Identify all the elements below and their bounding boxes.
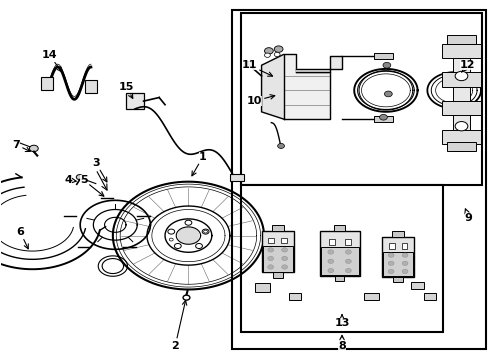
Bar [240, 185, 443, 332]
Circle shape [183, 295, 189, 300]
Text: 1: 1 [191, 152, 206, 176]
Bar [392, 277, 402, 282]
Circle shape [274, 46, 283, 52]
Circle shape [281, 248, 287, 252]
Circle shape [178, 228, 199, 243]
Bar [363, 293, 378, 301]
Bar [441, 101, 480, 116]
Circle shape [387, 253, 393, 257]
Circle shape [264, 53, 270, 57]
Bar [410, 282, 424, 289]
Bar [391, 231, 403, 237]
Circle shape [345, 269, 350, 273]
Bar [319, 231, 359, 276]
Bar [281, 238, 286, 243]
Bar [344, 239, 350, 244]
Circle shape [454, 71, 467, 81]
Text: 13: 13 [334, 315, 349, 328]
Circle shape [387, 261, 393, 265]
Text: 14: 14 [41, 50, 61, 72]
Circle shape [281, 256, 287, 261]
Circle shape [327, 259, 333, 264]
Text: 7: 7 [12, 140, 30, 152]
Polygon shape [261, 54, 283, 119]
Circle shape [274, 52, 280, 57]
Circle shape [401, 269, 407, 274]
Bar [334, 276, 344, 281]
Bar [288, 293, 301, 300]
Circle shape [267, 256, 273, 261]
Circle shape [169, 238, 173, 241]
Text: 3: 3 [92, 158, 107, 182]
Circle shape [184, 220, 191, 225]
Circle shape [277, 143, 284, 148]
Circle shape [281, 265, 287, 269]
Bar [229, 174, 243, 181]
Text: 4: 4 [64, 175, 76, 185]
Circle shape [384, 91, 391, 97]
Circle shape [202, 229, 208, 234]
Bar [272, 273, 282, 278]
Bar [441, 44, 480, 58]
Bar [401, 243, 407, 249]
Bar [373, 116, 392, 122]
Bar [126, 93, 143, 109]
Bar [320, 247, 358, 275]
Polygon shape [295, 56, 341, 72]
Text: 9: 9 [464, 209, 472, 222]
Bar [271, 225, 283, 231]
Circle shape [267, 265, 273, 269]
Circle shape [401, 261, 407, 265]
Circle shape [167, 229, 174, 234]
Bar [268, 238, 274, 243]
Text: 5: 5 [80, 175, 103, 196]
Bar [262, 246, 292, 272]
Circle shape [174, 243, 181, 248]
Bar [240, 13, 482, 185]
Circle shape [454, 122, 467, 131]
Circle shape [382, 62, 390, 68]
Text: 2: 2 [171, 301, 186, 351]
Bar [254, 283, 270, 292]
Text: 8: 8 [338, 336, 345, 351]
Circle shape [264, 48, 273, 54]
Circle shape [76, 175, 83, 180]
Bar [423, 293, 435, 300]
Polygon shape [283, 54, 329, 119]
Circle shape [401, 253, 407, 257]
Bar [452, 37, 469, 151]
Circle shape [327, 269, 333, 273]
Bar [441, 130, 480, 144]
Bar [382, 237, 413, 277]
Circle shape [244, 61, 252, 68]
Bar [441, 72, 480, 87]
Bar [41, 77, 53, 90]
Circle shape [203, 230, 207, 233]
Bar [388, 243, 394, 249]
Circle shape [195, 243, 202, 248]
Bar [232, 10, 485, 348]
Text: 11: 11 [241, 60, 272, 76]
Text: 6: 6 [16, 227, 28, 249]
Bar [383, 252, 412, 276]
Bar [446, 142, 475, 151]
Bar [333, 225, 345, 231]
Text: 12: 12 [459, 60, 475, 72]
Bar [446, 35, 475, 44]
Circle shape [327, 250, 333, 254]
Circle shape [267, 248, 273, 252]
Text: 10: 10 [246, 95, 274, 106]
Bar [373, 53, 392, 59]
Bar [328, 239, 334, 244]
Circle shape [387, 269, 393, 274]
Circle shape [345, 250, 350, 254]
Bar [85, 80, 97, 93]
Circle shape [345, 259, 350, 264]
Bar [261, 231, 293, 273]
Text: 15: 15 [119, 82, 134, 98]
Circle shape [379, 114, 386, 120]
Circle shape [29, 145, 38, 152]
